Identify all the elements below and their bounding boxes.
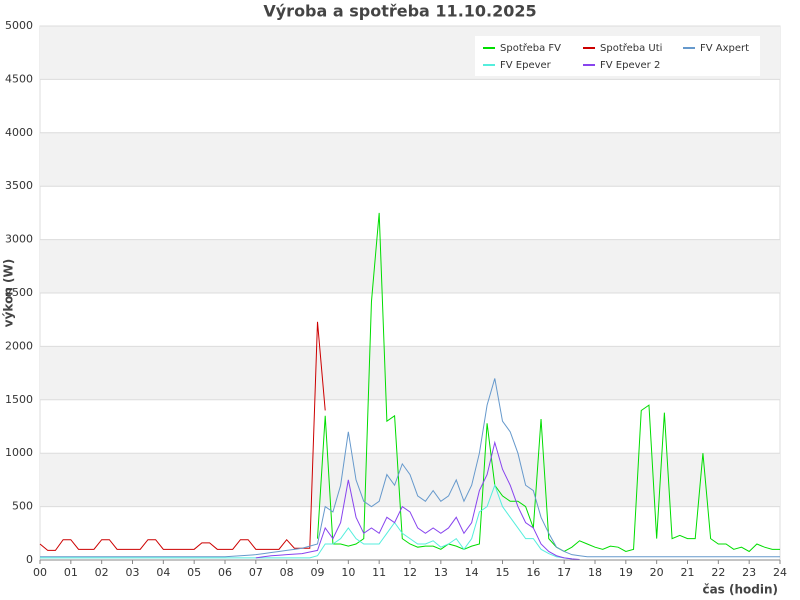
- x-tick-label: 02: [95, 566, 109, 579]
- y-tick-label: 1000: [5, 446, 33, 459]
- y-tick-label: 500: [12, 500, 33, 513]
- x-tick-label: 18: [588, 566, 602, 579]
- x-tick-label: 23: [742, 566, 756, 579]
- legend-label: FV Axpert: [700, 43, 749, 54]
- legend-box: [475, 36, 760, 76]
- y-axis-label: výkon (W): [2, 259, 16, 327]
- grid-band: [40, 132, 780, 187]
- x-tick-label: 08: [280, 566, 294, 579]
- legend-label: FV Epever: [500, 60, 552, 71]
- legend: Spotřeba FV Spotřeba Uti FV Axpert FV Epeve…: [475, 36, 760, 76]
- series-line: [39, 321, 326, 551]
- y-tick-label: 3500: [5, 179, 33, 192]
- grid-band: [40, 239, 780, 293]
- legend-label: Spotřeba Uti: [600, 42, 662, 54]
- y-tick-label: 5000: [5, 19, 33, 32]
- series-line: [40, 378, 780, 558]
- x-tick-label: 12: [403, 566, 417, 579]
- x-tick-label: 24: [773, 566, 787, 579]
- x-tick-label: 11: [372, 566, 386, 579]
- grid-band: [40, 346, 780, 400]
- x-tick-label: 04: [156, 566, 170, 579]
- x-tick-label: 03: [126, 566, 140, 579]
- x-tick-label: 10: [341, 566, 355, 579]
- x-tick-label: 00: [33, 566, 47, 579]
- y-tick-label: 4000: [5, 126, 33, 139]
- y-tick-label: 2000: [5, 339, 33, 352]
- x-tick-label: 21: [681, 566, 695, 579]
- x-tick-label: 13: [434, 566, 448, 579]
- x-tick-label: 06: [218, 566, 232, 579]
- y-tick-label: 0: [26, 553, 33, 566]
- x-tick-label: 15: [496, 566, 510, 579]
- x-tick-label: 05: [187, 566, 201, 579]
- x-tick-label: 19: [619, 566, 633, 579]
- x-tick-label: 14: [465, 566, 479, 579]
- x-tick-label: 22: [711, 566, 725, 579]
- plot-background: [39, 25, 781, 561]
- series-line: [255, 440, 580, 560]
- legend-label: FV Epever 2: [600, 60, 660, 71]
- y-tick-label: 2500: [5, 286, 33, 299]
- x-axis-label: čas (hodin): [702, 583, 778, 597]
- chart-title: Výroba a spotřeba 11.10.2025: [263, 2, 536, 21]
- legend-label: Spotřeba FV: [500, 42, 561, 54]
- x-tick-label: 16: [526, 566, 540, 579]
- y-tick-label: 3000: [5, 233, 33, 246]
- series-line: [317, 212, 780, 553]
- x-tick-label: 09: [311, 566, 325, 579]
- x-tick-label: 07: [249, 566, 263, 579]
- y-tick-label: 1500: [5, 393, 33, 406]
- y-tick-label: 4500: [5, 72, 33, 85]
- x-tick-label: 20: [650, 566, 664, 579]
- x-tick-label: 17: [557, 566, 571, 579]
- x-tick-label: 01: [64, 566, 78, 579]
- series-line: [40, 483, 572, 560]
- grid-band: [40, 453, 780, 507]
